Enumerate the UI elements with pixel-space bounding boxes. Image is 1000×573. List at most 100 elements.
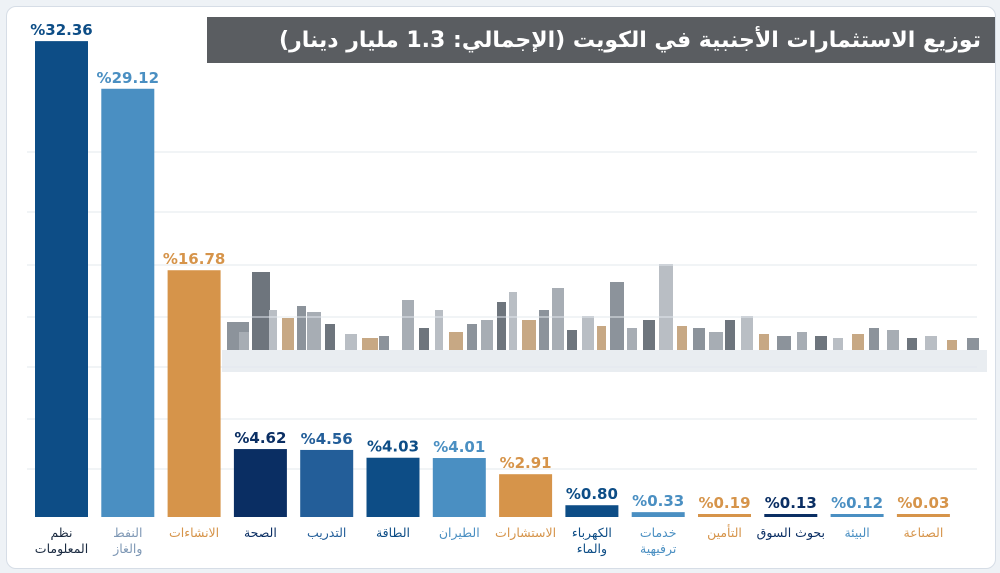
bar bbox=[764, 514, 818, 517]
skyline-building bbox=[307, 312, 321, 350]
bar bbox=[565, 505, 619, 517]
skyline-building bbox=[522, 320, 536, 350]
bar bbox=[167, 270, 221, 517]
skyline-building bbox=[552, 288, 564, 350]
skyline-building bbox=[297, 306, 306, 350]
category-label: بحوث السوق bbox=[757, 525, 825, 541]
skyline-building bbox=[947, 340, 957, 350]
skyline-building bbox=[362, 338, 378, 350]
value-label: %29.12 bbox=[97, 69, 159, 87]
category-label: الانشاءات bbox=[169, 525, 219, 540]
skyline-building bbox=[567, 330, 577, 350]
skyline-building bbox=[449, 332, 463, 350]
value-label: %0.12 bbox=[831, 494, 883, 512]
bars-layer bbox=[35, 41, 950, 517]
chart-frame: توزيع الاستثمارات الأجنبية في الكويت (ال… bbox=[6, 6, 996, 569]
value-label: %2.91 bbox=[500, 454, 552, 472]
gridlines bbox=[27, 151, 977, 470]
value-label: %0.19 bbox=[698, 494, 750, 512]
category-label: الصناعة bbox=[903, 525, 943, 540]
skyline-building bbox=[643, 320, 655, 350]
bar bbox=[896, 514, 950, 517]
category-label: الاستشارات bbox=[495, 525, 556, 541]
value-label: %0.03 bbox=[897, 494, 949, 512]
skyline-building bbox=[481, 320, 493, 350]
skyline-building bbox=[725, 320, 735, 350]
bar bbox=[233, 449, 287, 517]
category-label: الصحة bbox=[244, 525, 277, 540]
value-label: %0.33 bbox=[632, 492, 684, 510]
category-label: التأمين bbox=[707, 524, 742, 541]
water-reflection bbox=[222, 350, 987, 372]
category-label: الطاقة bbox=[376, 525, 410, 540]
value-label: %4.01 bbox=[433, 438, 485, 456]
skyline-building bbox=[419, 328, 429, 350]
skyline-building bbox=[325, 324, 335, 350]
category-label: والغاز bbox=[112, 541, 142, 557]
category-label: ترفيهية bbox=[640, 541, 677, 557]
bar bbox=[101, 88, 155, 517]
skyline-building bbox=[869, 328, 879, 350]
skyline-building bbox=[833, 338, 843, 350]
skyline-building bbox=[887, 330, 899, 350]
bar bbox=[698, 514, 751, 517]
category-label: خدمات bbox=[640, 525, 677, 540]
skyline-building bbox=[693, 328, 705, 350]
skyline-building bbox=[497, 302, 506, 350]
bar bbox=[35, 41, 88, 517]
category-label: والماء bbox=[577, 541, 607, 557]
skyline-building bbox=[467, 324, 477, 350]
category-label: النفط bbox=[113, 525, 142, 540]
category-label: البيئة bbox=[844, 525, 869, 540]
skyline-building bbox=[610, 282, 624, 350]
skyline-building bbox=[709, 332, 723, 350]
skyline-building bbox=[741, 316, 753, 350]
skyline-building bbox=[402, 300, 414, 350]
skyline-building bbox=[582, 316, 594, 350]
skyline-building bbox=[509, 292, 517, 350]
skyline-building bbox=[539, 310, 549, 350]
bar bbox=[300, 449, 354, 517]
category-label: الكهرباء bbox=[572, 525, 612, 541]
skyline-building bbox=[345, 334, 357, 350]
value-label: %4.03 bbox=[367, 438, 419, 456]
skyline-building bbox=[627, 328, 637, 350]
value-label: %0.13 bbox=[765, 494, 817, 512]
category-label: الطيران bbox=[439, 525, 480, 541]
skyline-building bbox=[852, 334, 864, 350]
category-label: نظم bbox=[50, 525, 72, 541]
skyline-building bbox=[815, 336, 827, 350]
value-label: %32.36 bbox=[30, 21, 92, 39]
chart-title: توزيع الاستثمارات الأجنبية في الكويت (ال… bbox=[279, 27, 981, 53]
skyline-building bbox=[269, 310, 277, 350]
skyline-building bbox=[659, 264, 673, 350]
bar bbox=[432, 458, 486, 517]
bar bbox=[366, 457, 420, 517]
skyline-building bbox=[925, 336, 937, 350]
value-label: %4.62 bbox=[234, 429, 286, 447]
skyline-building bbox=[907, 338, 917, 350]
skyline-building bbox=[239, 332, 249, 350]
skyline-building bbox=[967, 338, 979, 350]
value-label: %0.80 bbox=[566, 485, 618, 503]
skyline-building bbox=[282, 318, 294, 350]
skyline-building bbox=[379, 336, 389, 350]
value-label: %4.56 bbox=[301, 430, 353, 448]
skyline-building bbox=[597, 326, 606, 350]
value-label: %16.78 bbox=[163, 250, 225, 268]
skyline-building bbox=[759, 334, 769, 350]
category-label: المعلومات bbox=[35, 541, 88, 557]
bar bbox=[830, 514, 884, 517]
skyline-building bbox=[435, 310, 443, 350]
bar bbox=[631, 512, 685, 517]
bar bbox=[499, 474, 553, 517]
title-bar: توزيع الاستثمارات الأجنبية في الكويت (ال… bbox=[207, 17, 995, 63]
skyline-building bbox=[777, 336, 791, 350]
skyline-building bbox=[677, 326, 687, 350]
category-label: التدريب bbox=[307, 525, 346, 541]
city-skyline-image bbox=[222, 264, 987, 372]
skyline-building bbox=[797, 332, 807, 350]
skyline-building bbox=[252, 272, 270, 350]
